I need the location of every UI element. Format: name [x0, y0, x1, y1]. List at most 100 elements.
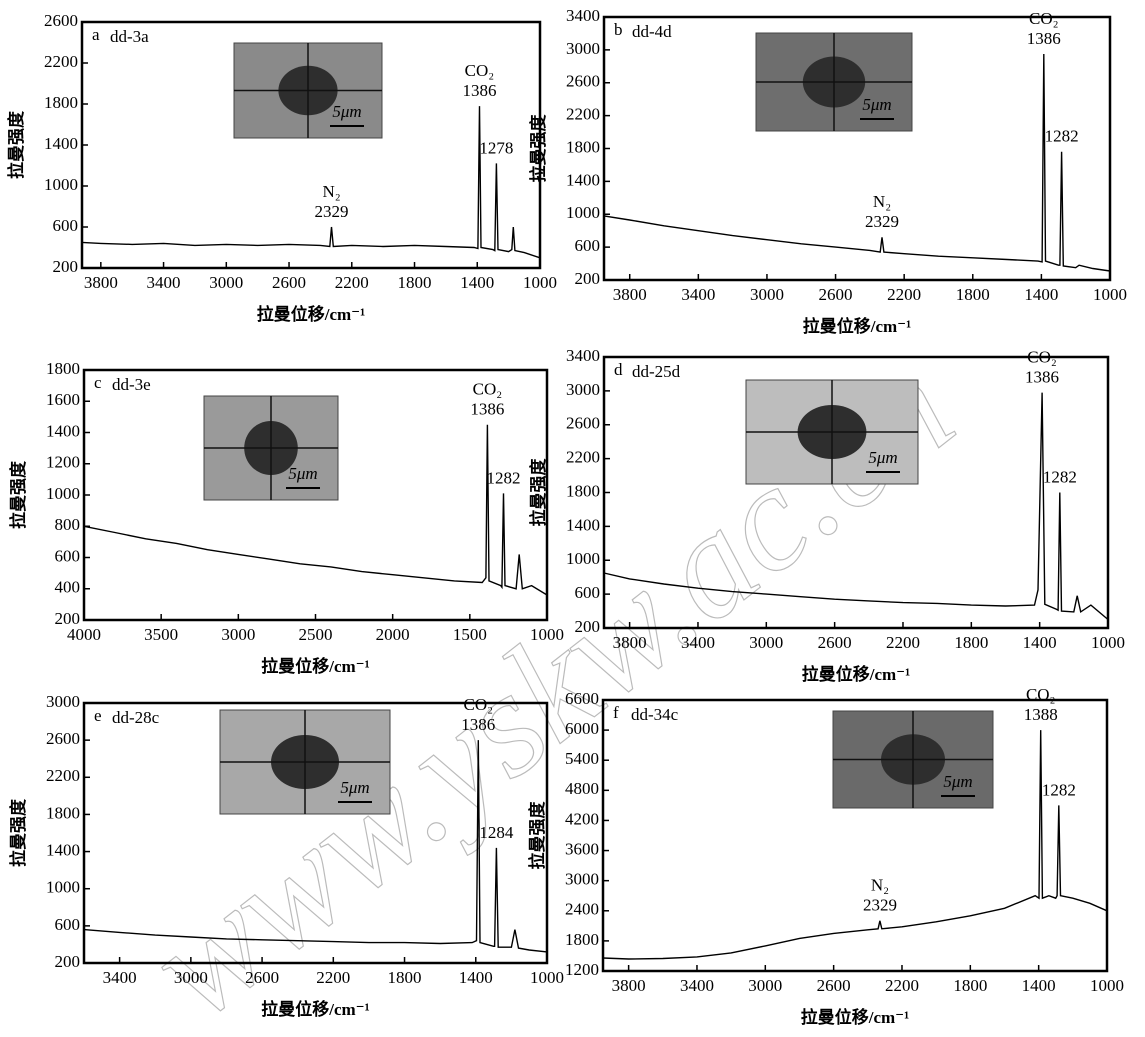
x-tick-label: 3800 [613, 285, 647, 304]
x-tick-label: 2600 [272, 273, 306, 292]
panel-label: c [94, 373, 102, 392]
y-tick-label: 1400 [566, 515, 600, 534]
y-tick-label: 1400 [46, 840, 80, 859]
y-tick-label: 2200 [566, 448, 600, 467]
x-tick-label: 2200 [886, 633, 920, 652]
scale-bar-label: 5μm [862, 95, 891, 114]
y-tick-label: 3000 [46, 692, 80, 711]
x-tick-label: 2500 [299, 625, 333, 644]
x-tick-label: 1800 [388, 968, 422, 987]
x-tick-label: 2600 [817, 976, 851, 995]
y-tick-label: 1000 [566, 203, 600, 222]
panel-label: a [92, 25, 100, 44]
peak-value: 1284 [479, 823, 514, 842]
peak-value: 1386 [1025, 367, 1059, 386]
scale-bar-label: 5μm [340, 778, 369, 797]
x-tick-label: 3800 [612, 976, 646, 995]
x-tick-label: 1000 [1093, 285, 1127, 304]
y-axis-label: 拉曼强度 [6, 110, 26, 179]
sample-name: dd-28c [112, 708, 160, 727]
x-tick-label: 1000 [523, 273, 557, 292]
y-tick-label: 3000 [565, 870, 599, 889]
y-tick-label: 1600 [46, 390, 80, 409]
x-axis-label: 拉曼位移/cm⁻¹ [261, 999, 370, 1019]
scale-bar-label: 5μm [332, 102, 361, 121]
peak-value: 1386 [1027, 29, 1061, 48]
peak-value: 1386 [470, 400, 504, 419]
peak-value: 1282 [486, 468, 520, 487]
y-tick-label: 3000 [566, 39, 600, 58]
y-tick-label: 1800 [46, 803, 80, 822]
y-tick-label: 200 [575, 617, 601, 636]
x-tick-label: 2200 [885, 976, 919, 995]
x-tick-label: 1400 [1024, 285, 1058, 304]
y-tick-label: 400 [55, 578, 81, 597]
x-tick-label: 3000 [221, 625, 255, 644]
y-tick-label: 800 [55, 515, 81, 534]
y-axis-label: 拉曼强度 [8, 460, 28, 529]
x-tick-label: 2200 [887, 285, 921, 304]
x-tick-label: 2600 [818, 633, 852, 652]
x-axis-label: 拉曼位移/cm⁻¹ [803, 316, 912, 336]
peak-value: 1278 [479, 138, 513, 157]
panel-label: d [614, 360, 623, 379]
x-tick-label: 1800 [953, 976, 987, 995]
x-tick-label: 2200 [316, 968, 350, 987]
y-tick-label: 600 [55, 915, 81, 934]
x-axis-label: 拉曼位移/cm⁻¹ [802, 664, 911, 684]
y-tick-label: 600 [53, 216, 79, 235]
peak-species: CO₂ [1026, 685, 1056, 704]
x-tick-label: 2600 [819, 285, 853, 304]
y-tick-label: 5400 [565, 749, 599, 768]
x-tick-label: 3400 [147, 273, 181, 292]
y-tick-label: 200 [575, 269, 601, 288]
y-tick-label: 6600 [565, 689, 599, 708]
y-tick-label: 1000 [46, 484, 80, 503]
y-tick-label: 200 [55, 952, 81, 971]
x-tick-label: 3000 [174, 968, 208, 987]
y-tick-label: 3400 [566, 346, 600, 365]
x-tick-label: 3800 [84, 273, 118, 292]
y-tick-label: 1200 [46, 453, 80, 472]
y-tick-label: 1200 [565, 960, 599, 979]
y-tick-label: 600 [575, 236, 601, 255]
panel-label: f [613, 703, 619, 722]
y-tick-label: 6000 [565, 719, 599, 738]
peak-value: 1386 [462, 81, 496, 100]
panel-label: e [94, 706, 102, 725]
y-axis-label: 拉曼强度 [528, 114, 548, 183]
y-tick-label: 3400 [566, 6, 600, 25]
peak-value: 2329 [865, 212, 899, 231]
scale-bar-label: 5μm [868, 448, 897, 467]
peak-value: 1282 [1045, 127, 1079, 146]
y-tick-label: 2600 [46, 729, 80, 748]
y-tick-label: 2600 [44, 11, 78, 30]
y-tick-label: 1800 [46, 359, 80, 378]
x-tick-label: 1400 [1023, 633, 1057, 652]
panel-label: b [614, 20, 623, 39]
y-tick-label: 1400 [46, 421, 80, 440]
x-tick-label: 1000 [530, 625, 564, 644]
peak-value: 1388 [1024, 705, 1058, 724]
sample-name: dd-3e [112, 375, 151, 394]
scale-bar-label: 5μm [943, 772, 972, 791]
peak-species: N₂ [322, 182, 340, 201]
y-tick-label: 3600 [565, 839, 599, 858]
y-axis-label: 拉曼强度 [528, 458, 548, 527]
sample-name: dd-25d [632, 362, 681, 381]
x-tick-label: 3400 [681, 633, 715, 652]
x-tick-label: 1000 [1090, 976, 1124, 995]
y-tick-label: 2200 [566, 105, 600, 124]
x-tick-label: 2600 [245, 968, 279, 987]
y-axis-label: 拉曼强度 [527, 801, 547, 870]
x-tick-label: 1500 [453, 625, 487, 644]
y-tick-label: 2200 [44, 52, 78, 71]
x-tick-label: 3500 [144, 625, 178, 644]
x-tick-label: 3400 [103, 968, 137, 987]
y-tick-label: 1800 [566, 137, 600, 156]
x-tick-label: 1400 [1022, 976, 1056, 995]
peak-value: 2329 [863, 896, 897, 915]
y-tick-label: 1000 [46, 878, 80, 897]
x-tick-label: 3000 [209, 273, 243, 292]
x-tick-label: 3000 [749, 633, 783, 652]
